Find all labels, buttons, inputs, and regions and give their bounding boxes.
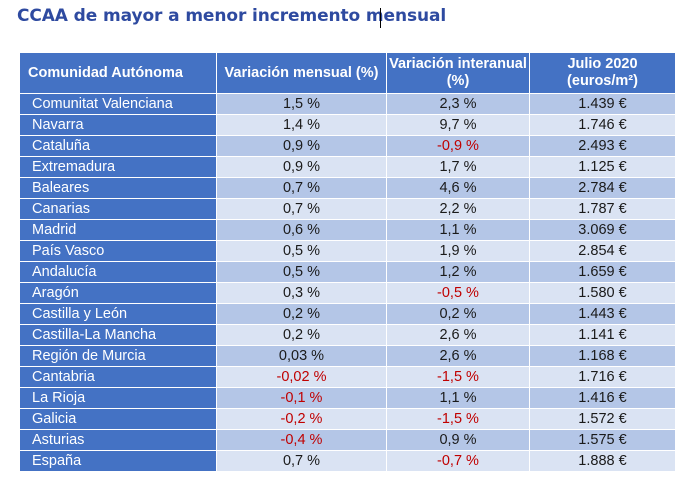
yearly-change-cell: 1,9 % xyxy=(386,240,530,262)
monthly-change-cell: 0,2 % xyxy=(216,324,387,346)
price-cell: 1.580 € xyxy=(529,282,676,304)
monthly-change-cell: 0,7 % xyxy=(216,177,387,199)
table-row: La Rioja -0,1 % 1,1 % 1.416 € xyxy=(19,387,676,409)
table-row: Castilla y León 0,2 % 0,2 % 1.443 € xyxy=(19,303,676,325)
monthly-change-cell: -0,2 % xyxy=(216,408,387,430)
table-row: Navarra 1,4 % 9,7 % 1.746 € xyxy=(19,114,676,136)
table-row: Cataluña 0,9 % -0,9 % 2.493 € xyxy=(19,135,676,157)
yearly-change-cell: -1,5 % xyxy=(386,408,530,430)
price-cell: 1.141 € xyxy=(529,324,676,346)
page-title: CCAA de mayor a menor incremento mensual xyxy=(17,6,447,26)
region-cell: Asturias xyxy=(19,429,217,451)
price-cell: 1.746 € xyxy=(529,114,676,136)
yearly-change-cell: 1,2 % xyxy=(386,261,530,283)
yearly-change-cell: 9,7 % xyxy=(386,114,530,136)
monthly-change-cell: 0,3 % xyxy=(216,282,387,304)
price-cell: 1.659 € xyxy=(529,261,676,283)
monthly-change-cell: -0,02 % xyxy=(216,366,387,388)
table-body: Comunitat Valenciana 1,5 % 2,3 % 1.439 € Nav… xyxy=(19,93,676,472)
table-row: España 0,7 % -0,7 % 1.888 € xyxy=(19,450,676,472)
price-cell: 1.168 € xyxy=(529,345,676,367)
yearly-change-cell: 4,6 % xyxy=(386,177,530,199)
region-cell: Galicia xyxy=(19,408,217,430)
monthly-change-cell: 0,7 % xyxy=(216,450,387,472)
table-row: Cantabria -0,02 % -1,5 % 1.716 € xyxy=(19,366,676,388)
data-table: Comunidad Autónoma Variación mensual (%)… xyxy=(19,52,676,472)
yearly-change-cell: 2,6 % xyxy=(386,324,530,346)
region-cell: Cantabria xyxy=(19,366,217,388)
price-cell: 1.443 € xyxy=(529,303,676,325)
monthly-change-cell: 0,2 % xyxy=(216,303,387,325)
region-cell: Comunitat Valenciana xyxy=(19,93,217,115)
region-cell: Canarias xyxy=(19,198,217,220)
region-cell: Madrid xyxy=(19,219,217,241)
col-header-variacion-interanual: Variación interanual (%) xyxy=(386,52,530,94)
price-cell: 1.439 € xyxy=(529,93,676,115)
monthly-change-cell: 0,6 % xyxy=(216,219,387,241)
yearly-change-cell: -0,7 % xyxy=(386,450,530,472)
yearly-change-cell: 1,7 % xyxy=(386,156,530,178)
col-header-comunidad: Comunidad Autónoma xyxy=(19,52,217,94)
monthly-change-cell: 0,9 % xyxy=(216,156,387,178)
yearly-change-cell: 1,1 % xyxy=(386,219,530,241)
monthly-change-cell: 1,5 % xyxy=(216,93,387,115)
table-row: País Vasco 0,5 % 1,9 % 2.854 € xyxy=(19,240,676,262)
monthly-change-cell: -0,1 % xyxy=(216,387,387,409)
region-cell: Baleares xyxy=(19,177,217,199)
region-cell: Aragón xyxy=(19,282,217,304)
col-header-precio: Julio 2020 (euros/m²) xyxy=(529,52,676,94)
region-cell: La Rioja xyxy=(19,387,217,409)
price-cell: 2.784 € xyxy=(529,177,676,199)
yearly-change-cell: 2,6 % xyxy=(386,345,530,367)
region-cell: País Vasco xyxy=(19,240,217,262)
table-row: Baleares 0,7 % 4,6 % 2.784 € xyxy=(19,177,676,199)
table-row: Extremadura 0,9 % 1,7 % 1.125 € xyxy=(19,156,676,178)
monthly-change-cell: 0,5 % xyxy=(216,261,387,283)
yearly-change-cell: 2,2 % xyxy=(386,198,530,220)
table-row: Andalucía 0,5 % 1,2 % 1.659 € xyxy=(19,261,676,283)
price-cell: 1.888 € xyxy=(529,450,676,472)
table-row: Madrid 0,6 % 1,1 % 3.069 € xyxy=(19,219,676,241)
table-header-row: Comunidad Autónoma Variación mensual (%)… xyxy=(19,52,676,94)
monthly-change-cell: 0,7 % xyxy=(216,198,387,220)
monthly-change-cell: -0,4 % xyxy=(216,429,387,451)
table-row: Canarias 0,7 % 2,2 % 1.787 € xyxy=(19,198,676,220)
region-cell: Cataluña xyxy=(19,135,217,157)
yearly-change-cell: 0,2 % xyxy=(386,303,530,325)
region-cell: Extremadura xyxy=(19,156,217,178)
yearly-change-cell: -0,5 % xyxy=(386,282,530,304)
monthly-change-cell: 0,03 % xyxy=(216,345,387,367)
yearly-change-cell: -0,9 % xyxy=(386,135,530,157)
yearly-change-cell: 0,9 % xyxy=(386,429,530,451)
col-header-variacion-mensual: Variación mensual (%) xyxy=(216,52,387,94)
table-row: Comunitat Valenciana 1,5 % 2,3 % 1.439 € xyxy=(19,93,676,115)
region-cell: España xyxy=(19,450,217,472)
yearly-change-cell: 1,1 % xyxy=(386,387,530,409)
price-cell: 1.575 € xyxy=(529,429,676,451)
price-cell: 1.716 € xyxy=(529,366,676,388)
price-cell: 1.125 € xyxy=(529,156,676,178)
table-row: Aragón 0,3 % -0,5 % 1.580 € xyxy=(19,282,676,304)
table-row: Asturias -0,4 % 0,9 % 1.575 € xyxy=(19,429,676,451)
region-cell: Región de Murcia xyxy=(19,345,217,367)
region-cell: Castilla-La Mancha xyxy=(19,324,217,346)
price-cell: 2.854 € xyxy=(529,240,676,262)
monthly-change-cell: 0,5 % xyxy=(216,240,387,262)
yearly-change-cell: -1,5 % xyxy=(386,366,530,388)
region-cell: Andalucía xyxy=(19,261,217,283)
region-cell: Navarra xyxy=(19,114,217,136)
price-cell: 2.493 € xyxy=(529,135,676,157)
yearly-change-cell: 2,3 % xyxy=(386,93,530,115)
monthly-change-cell: 1,4 % xyxy=(216,114,387,136)
text-cursor xyxy=(380,8,381,28)
monthly-change-cell: 0,9 % xyxy=(216,135,387,157)
region-cell: Castilla y León xyxy=(19,303,217,325)
table-row: Región de Murcia 0,03 % 2,6 % 1.168 € xyxy=(19,345,676,367)
price-cell: 1.572 € xyxy=(529,408,676,430)
table-row: Castilla-La Mancha 0,2 % 2,6 % 1.141 € xyxy=(19,324,676,346)
price-cell: 1.416 € xyxy=(529,387,676,409)
price-cell: 1.787 € xyxy=(529,198,676,220)
price-cell: 3.069 € xyxy=(529,219,676,241)
table-row: Galicia -0,2 % -1,5 % 1.572 € xyxy=(19,408,676,430)
